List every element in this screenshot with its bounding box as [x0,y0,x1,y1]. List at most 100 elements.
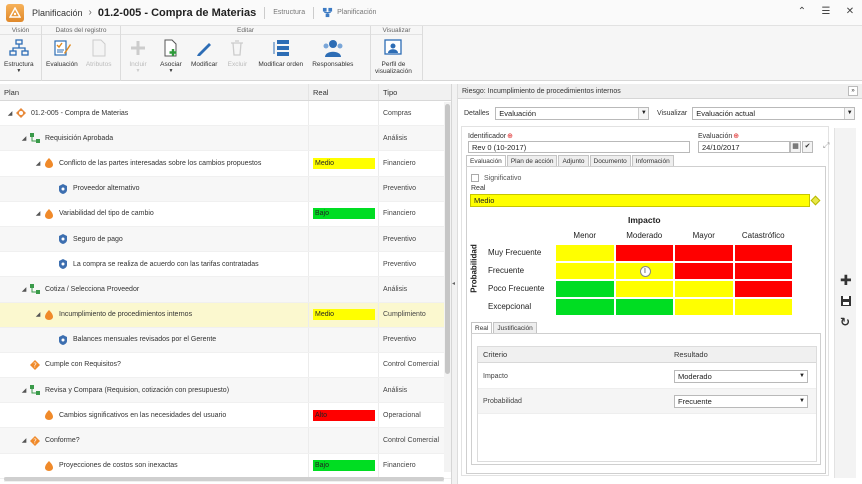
evaluacion-date-field[interactable]: 24/10/2017 [698,141,790,153]
panel-title: Riesgo: Incumplimiento de procedimientos… [462,87,621,95]
scroll-thumb[interactable] [445,104,450,374]
perfil-visualizacion-button[interactable]: Perfil de visualización [371,37,416,75]
subtab-real[interactable]: Real [471,322,493,333]
table-row[interactable]: ? Cumple con Requisitos? Control Comercial [0,352,451,379]
identificador-field[interactable]: Rev 0 (10-2017) [468,141,690,153]
detalles-select[interactable]: Evaluación ▼ [495,107,650,120]
table-row[interactable]: ◢ Conflicto de las partes interesadas sob… [0,151,451,177]
modificar-orden-button[interactable]: Modificar orden [253,37,308,74]
matrix-cell[interactable] [614,280,674,298]
plan-cell: Balances mensuales revisados por el Gere… [0,327,309,352]
matrix-cell[interactable] [555,244,615,262]
close-icon[interactable]: ✕ [845,6,855,17]
tree-toggle-icon[interactable]: ◢ [7,110,13,117]
app-name[interactable]: Planificación [32,7,83,18]
expand-icon[interactable]: » [848,86,858,96]
probability-row-label: Frecuente [488,266,525,275]
save-icon[interactable] [840,295,852,307]
matrix-cell[interactable] [733,262,793,280]
real-cell [309,352,379,378]
incluir-button[interactable]: Incluir ▼ [121,37,155,74]
tree-toggle-icon[interactable]: ◢ [21,387,27,394]
collapse-icon[interactable]: ⌃ [797,6,807,17]
add-icon[interactable]: ✚ [840,272,852,288]
list-icon[interactable]: ☰ [821,6,831,17]
tipo-cell: Análisis [383,134,408,142]
table-row[interactable]: La compra se realiza de acuerdo con las … [0,252,451,278]
modificar-button[interactable]: Modificar [187,37,221,74]
tree-toggle-icon[interactable]: ◢ [35,312,41,319]
tree-toggle-icon[interactable]: ◢ [21,438,27,445]
matrix-cell[interactable] [555,262,615,280]
tree-toggle-icon[interactable]: ◢ [35,211,41,218]
matrix-cell[interactable] [674,262,734,280]
criterion-result-select[interactable]: Frecuente ▼ [674,394,808,408]
matrix-cell[interactable] [555,298,615,316]
matrix-cell[interactable]: I [614,262,674,280]
risk-icon [44,309,54,320]
matrix-cell[interactable] [733,244,793,262]
table-row[interactable]: Proveedor alternativo Preventivo [0,176,451,202]
excluir-button[interactable]: Excluir [221,37,253,74]
planning-link[interactable]: Planificación [337,9,377,16]
scroll-thumb[interactable] [4,477,444,481]
table-row[interactable]: ◢ Revisa y Compara (Requision, cotización… [0,378,451,404]
fullscreen-icon[interactable]: ⤢ [823,141,830,150]
risk-icon [44,158,54,169]
responsables-button[interactable]: Responsables [308,37,357,74]
atributos-button[interactable]: Atributos [82,37,116,68]
plan-cell: ◢ Incumplimiento de procedimientos intern… [0,302,309,327]
matrix-probability-title: Probabilidad [469,244,479,293]
table-row[interactable]: Cambios significativos en las necesidade… [0,403,451,429]
criterion-name: Impacto [483,372,508,380]
matrix-cell[interactable] [555,280,615,298]
visualizar-select[interactable]: Evaluación actual ▼ [692,107,856,120]
tab-documento[interactable]: Documento [589,155,631,166]
table-row[interactable]: ◢ Cotiza / Selecciona Proveedor Análisis [0,277,451,303]
criterion-result-select[interactable]: Moderado ▼ [674,369,808,383]
table-row[interactable]: Proyecciones de costos son inexactas Bajo… [0,453,451,479]
confirm-check-icon[interactable]: ✔ [802,141,813,153]
table-row[interactable]: Seguro de pago Preventivo [0,226,451,253]
horizontal-scrollbar[interactable] [4,477,444,482]
matrix-cell[interactable] [614,244,674,262]
tree-toggle-icon[interactable]: ◢ [21,135,27,142]
panel-splitter[interactable]: ◂ [452,84,458,484]
calendar-icon[interactable]: ▦ [790,141,801,153]
subtab-justificación[interactable]: Justificación [493,322,537,333]
column-header-tipo[interactable]: Tipo [383,87,398,97]
evaluacion-button[interactable]: Evaluación [42,37,82,68]
table-row[interactable]: ◢ Incumplimiento de procedimientos intern… [0,302,451,328]
table-row[interactable]: ◢ Variabilidad del tipo de cambio Bajo Fina… [0,201,451,227]
significativo-checkbox[interactable] [471,174,479,182]
matrix-cell[interactable] [674,298,734,316]
asociar-button[interactable]: Asociar ▼ [155,37,187,74]
matrix-cell[interactable] [614,298,674,316]
refresh-icon[interactable]: ↻ [840,315,851,329]
matrix-cell[interactable] [674,244,734,262]
table-row[interactable]: ◢ Requisición Aprobada Análisis [0,126,451,152]
risk-icon [44,208,54,219]
table-row[interactable]: ◢? Conforme? Control Comercial [0,428,451,454]
real-level-field: Medio [470,194,810,207]
plus-icon [127,37,149,59]
result-subtabs: Real Justificación [471,322,538,333]
vertical-scrollbar[interactable] [444,102,451,472]
tab-adjunto[interactable]: Adjunto [558,155,589,166]
tab-información[interactable]: Información [631,155,674,166]
structure-link[interactable]: Estructura [273,9,306,16]
column-header-plan[interactable]: Plan [0,84,309,100]
table-row[interactable]: ◢ 01.2-005 - Compra de Materias Compras [0,101,451,127]
column-header-real[interactable]: Real [309,84,379,100]
collapse-arrow-icon[interactable]: ◂ [452,281,456,287]
attributes-icon [88,37,110,59]
tree-toggle-icon[interactable]: ◢ [35,160,41,167]
table-row[interactable]: Balances mensuales revisados por el Gere… [0,327,451,353]
tab-evaluación[interactable]: Evaluación [466,155,506,166]
matrix-cell[interactable] [733,298,793,316]
estructura-button[interactable]: Estructura ▼ [0,37,38,74]
tab-plan-de-acción[interactable]: Plan de acción [506,155,558,166]
matrix-cell[interactable] [674,280,734,298]
tree-toggle-icon[interactable]: ◢ [21,286,27,293]
matrix-cell[interactable] [733,280,793,298]
